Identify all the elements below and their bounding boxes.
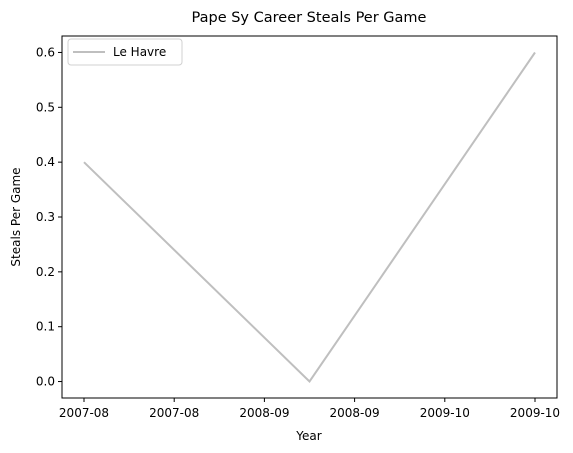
y-tick-label: 0.4 <box>36 155 55 169</box>
x-tick-label: 2007-08 <box>59 406 109 420</box>
y-tick-label: 0.1 <box>36 320 55 334</box>
y-tick-label: 0.3 <box>36 210 55 224</box>
legend-box <box>67 38 183 66</box>
plot-frame <box>61 35 558 399</box>
x-axis-label: Year <box>295 429 321 443</box>
y-axis-label: Steals Per Game <box>9 167 23 266</box>
legend-label-le-havre: Le Havre <box>113 45 166 59</box>
x-axis: 2007-08 2007-08 2008-09 2008-09 2009-10 2009-… <box>59 398 560 420</box>
series-layer <box>83 51 536 384</box>
y-tick-label: 0.6 <box>36 45 55 59</box>
series-line-le-havre <box>83 51 536 384</box>
x-tick-label: 2009-10 <box>420 406 470 420</box>
chart-title: Pape Sy Career Steals Per Game <box>192 10 427 26</box>
x-tick-label: 2007-08 <box>149 406 199 420</box>
plot-area: 0.0 0.1 0.2 0.3 0.4 0.5 0.6 2007-08 2007-08 2008… <box>36 35 560 420</box>
x-tick-label: 2009-10 <box>510 406 560 420</box>
y-axis: 0.0 0.1 0.2 0.3 0.4 0.5 0.6 <box>36 45 62 389</box>
legend: Le Havre <box>67 38 183 66</box>
x-tick-label: 2008-09 <box>239 406 289 420</box>
x-tick-label: 2008-09 <box>330 406 380 420</box>
y-tick-label: 0.5 <box>36 100 55 114</box>
y-tick-label: 0.2 <box>36 265 55 279</box>
y-tick-label: 0.0 <box>36 375 55 389</box>
